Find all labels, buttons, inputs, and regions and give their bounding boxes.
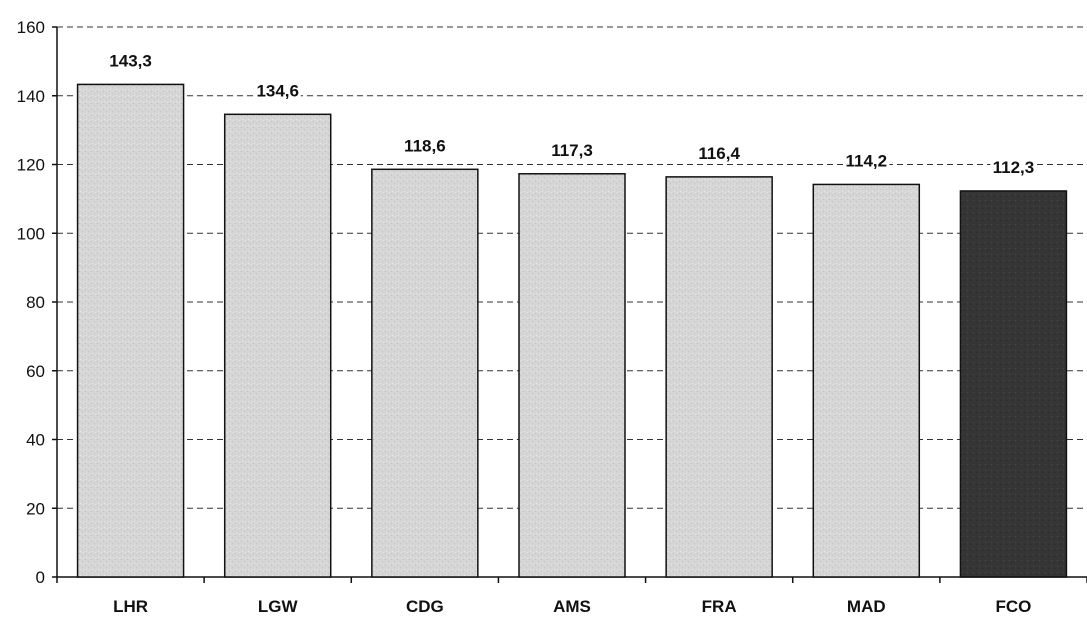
x-tick-label-lhr: LHR bbox=[113, 597, 148, 616]
data-label-backing bbox=[549, 140, 595, 159]
data-label-ams: 117,3 bbox=[551, 141, 593, 160]
bar-ams bbox=[518, 173, 626, 578]
y-tick-label: 140 bbox=[17, 87, 45, 106]
y-tick-label: 80 bbox=[26, 293, 45, 312]
data-label-fra: 116,4 bbox=[698, 144, 740, 163]
bar-lhr bbox=[76, 83, 185, 578]
x-tick-label-fco: FCO bbox=[995, 597, 1031, 616]
bar-fco bbox=[959, 190, 1068, 578]
y-tick-label: 60 bbox=[26, 362, 45, 381]
data-label-cdg: 118,6 bbox=[404, 136, 446, 155]
data-label-fco: 112,3 bbox=[993, 158, 1035, 177]
data-label-backing bbox=[254, 81, 301, 100]
labels: 0 20 40 60 80 100 120 140 160 143,3 LHR 134,6 LGW 118… bbox=[17, 18, 1037, 616]
y-tick-label: 120 bbox=[17, 156, 45, 175]
data-label-backing bbox=[990, 157, 1037, 176]
bar-fra bbox=[665, 176, 773, 578]
data-label-backing bbox=[843, 151, 890, 170]
x-tick-label-fra: FRA bbox=[702, 597, 737, 616]
bar-cdg bbox=[371, 168, 479, 578]
x-tick-label-cdg: CDG bbox=[406, 597, 444, 616]
data-label-mad: 114,2 bbox=[845, 151, 887, 170]
y-tick-label: 160 bbox=[17, 18, 45, 37]
y-tick-label: 100 bbox=[17, 224, 45, 243]
data-label-lhr: 143,3 bbox=[109, 51, 152, 70]
data-label-lgw: 134,6 bbox=[256, 81, 299, 100]
x-tick-label-lgw: LGW bbox=[258, 597, 299, 616]
y-tick-label: 0 bbox=[36, 568, 45, 587]
x-tick-label-mad: MAD bbox=[847, 597, 886, 616]
x-tick-label-ams: AMS bbox=[553, 597, 591, 616]
data-label-backing bbox=[696, 143, 743, 162]
bar-mad bbox=[812, 183, 921, 578]
bar-lgw bbox=[223, 113, 332, 578]
data-label-backing bbox=[401, 136, 448, 155]
y-tick-label: 40 bbox=[26, 431, 45, 450]
data-label-backing bbox=[107, 51, 154, 70]
bars bbox=[76, 83, 1068, 578]
y-tick-label: 20 bbox=[26, 499, 45, 518]
